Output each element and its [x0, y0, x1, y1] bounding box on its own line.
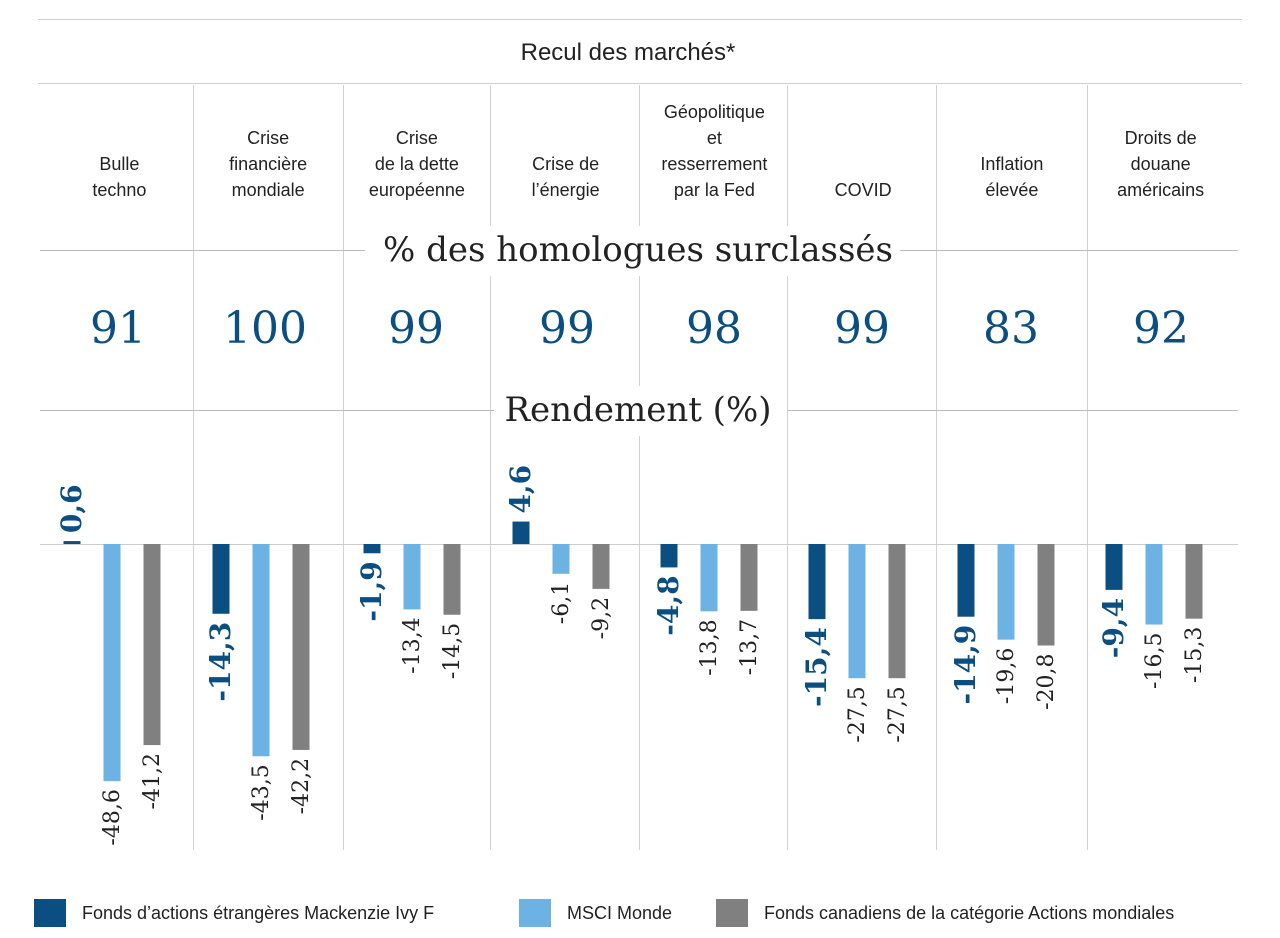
category-label: Bulle techno: [92, 154, 146, 200]
bar-value-label: -15,3: [1182, 627, 1207, 683]
bar-value-label: -27,5: [885, 686, 910, 742]
bar-canadian-global-equity: [888, 544, 906, 679]
bar-value-label: -14,9: [949, 625, 982, 705]
bar-value-label: -13,4: [400, 617, 425, 673]
bar-canadian-global-equity: [740, 544, 758, 611]
category-label: Géopolitique et resserrement par la Fed: [661, 102, 767, 200]
category-label: Crise de la dette européenne: [369, 128, 465, 200]
bar-value-label: 0,6: [55, 484, 88, 533]
bar-value-label: -20,8: [1034, 654, 1059, 710]
bar-msci-world: [1145, 544, 1163, 625]
section-heading-bg: [494, 386, 782, 436]
bar-value-label: -4,8: [652, 575, 685, 635]
percent-outperformed-value: 91: [90, 303, 146, 354]
bar-ivy-fund: [808, 544, 826, 620]
bar-value-label: -6,1: [549, 582, 574, 624]
legend-label-msci-world: MSCI Monde: [567, 902, 673, 923]
chart-legend: Fonds d’actions étrangères Mackenzie Ivy…: [0, 895, 1280, 931]
bar-ivy-fund: [212, 544, 230, 614]
percent-outperformed-value: 100: [223, 303, 307, 354]
percent-outperformed-value: 99: [388, 303, 444, 354]
bar-value-label: -16,5: [1142, 633, 1167, 689]
bar-value-label: -48,6: [100, 789, 125, 845]
bar-value-label: 4,6: [504, 465, 537, 514]
section-heading-return: Rendement (%): [504, 390, 771, 430]
percent-outperformed-value: 99: [834, 303, 890, 354]
section-heading-bg: [365, 226, 895, 276]
bar-value-label: -27,5: [845, 686, 870, 742]
bar-value-label: -14,3: [204, 622, 237, 702]
bar-value-label: -13,8: [697, 619, 722, 675]
legend-item-ivy-fund: Fonds d’actions étrangères Mackenzie Ivy…: [34, 895, 434, 931]
bar-canadian-global-equity: [143, 544, 161, 746]
legend-item-msci-world: MSCI Monde: [519, 895, 672, 931]
bar-value-label: -19,6: [994, 648, 1019, 704]
bar-msci-world: [848, 544, 866, 679]
bar-canadian-global-equity: [592, 544, 610, 589]
bar-value-label: -42,2: [289, 758, 314, 814]
bar-value-label: -9,2: [589, 597, 614, 639]
percent-outperformed-value: 98: [686, 303, 742, 354]
percent-outperformed-value: 92: [1133, 303, 1189, 354]
category-label: Crise de l’énergie: [532, 154, 600, 200]
bar-msci-world: [252, 544, 270, 757]
bar-canadian-global-equity: [443, 544, 461, 615]
legend-label-ivy-fund: Fonds d’actions étrangères Mackenzie Ivy…: [82, 902, 435, 923]
bar-value-label: -1,9: [355, 561, 388, 621]
bar-ivy-fund: [63, 541, 81, 544]
bar-ivy-fund: [363, 544, 381, 554]
legend-swatch-msci-world: [519, 899, 551, 927]
bar-value-label: -43,5: [249, 764, 274, 820]
category-label: Inflation élevée: [980, 154, 1043, 200]
legend-swatch-ivy-fund: [34, 899, 66, 927]
percent-outperformed-value: 99: [539, 303, 595, 354]
bar-msci-world: [700, 544, 718, 612]
bar-canadian-global-equity: [1037, 544, 1055, 646]
bar-ivy-fund: [512, 521, 530, 544]
bar-value-label: -13,7: [737, 619, 762, 675]
bar-value-label: -14,5: [440, 623, 465, 679]
legend-item-canadian-global-equity: Fonds canadiens de la catégorie Actions …: [716, 895, 1174, 931]
legend-label-canadian-global-equity: Fonds canadiens de la catégorie Actions …: [764, 902, 1175, 923]
section-heading-outperform: % des homologues surclassés: [383, 230, 893, 270]
percent-outperformed-value: 83: [983, 303, 1039, 354]
bar-value-label: -9,4: [1097, 598, 1130, 658]
legend-swatch-canadian-global-equity: [716, 899, 748, 927]
bar-ivy-fund: [957, 544, 975, 617]
bar-msci-world: [552, 544, 570, 574]
bar-ivy-fund: [660, 544, 678, 568]
bar-msci-world: [103, 544, 121, 782]
category-label: Crise financière mondiale: [229, 128, 307, 200]
chart-title: Recul des marchés*: [521, 39, 736, 66]
bar-canadian-global-equity: [292, 544, 310, 750]
category-label: COVID: [835, 180, 892, 200]
bar-value-label: -15,4: [800, 627, 833, 707]
bar-msci-world: [997, 544, 1015, 640]
bar-value-label: -41,2: [140, 753, 165, 809]
bar-canadian-global-equity: [1185, 544, 1203, 619]
bar-msci-world: [403, 544, 421, 610]
category-label: Droits de douane américains: [1117, 128, 1204, 200]
bar-ivy-fund: [1105, 544, 1123, 590]
